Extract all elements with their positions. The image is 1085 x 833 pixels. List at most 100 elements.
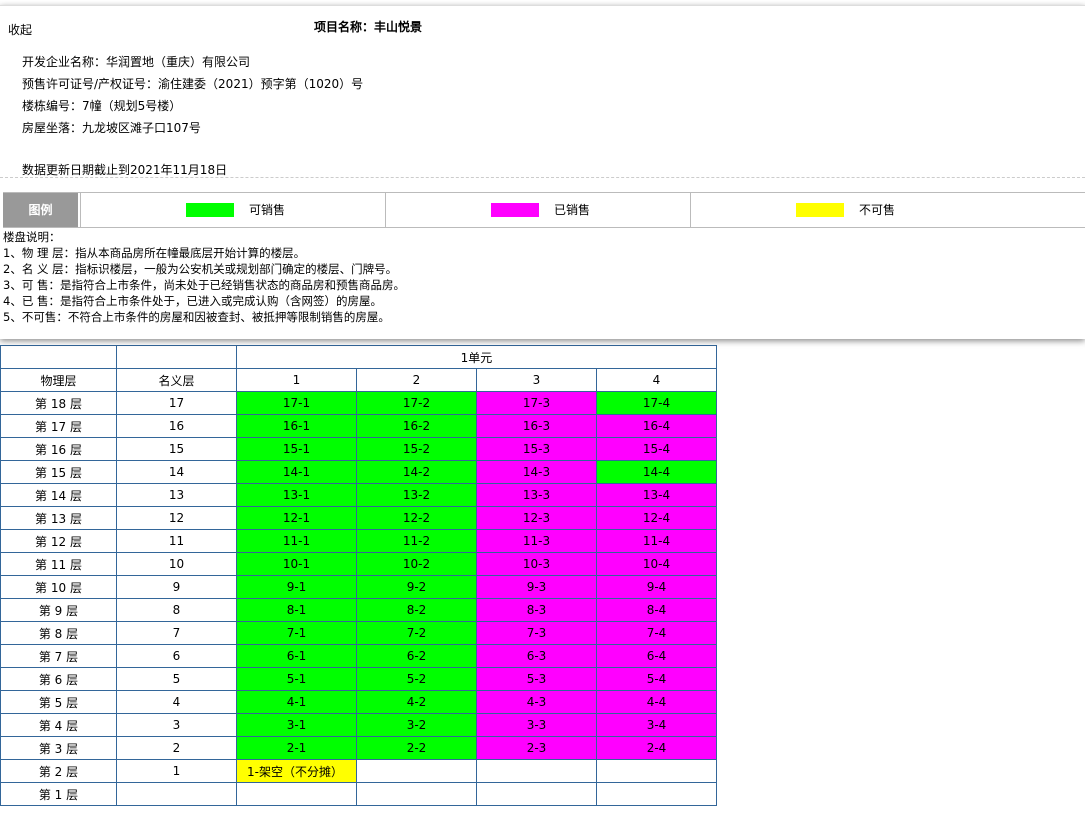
room-cell: 9-4 (596, 575, 717, 599)
nominal-floor (116, 782, 237, 806)
room-cell: 17-3 (476, 391, 597, 415)
room-cell: 12-3 (476, 506, 597, 530)
header-cell (0, 345, 117, 369)
room-cell: 3-4 (596, 713, 717, 737)
nominal-floor: 10 (116, 552, 237, 576)
column-header: 名义层 (116, 368, 237, 392)
physical-floor: 第 6 层 (0, 667, 117, 691)
floor-row: 第 14 层 13 13-1 13-2 13-3 13-4 (0, 483, 717, 507)
room-cell: 2-1 (236, 736, 357, 760)
floor-row: 第 10 层 9 9-1 9-2 9-3 9-4 (0, 575, 717, 599)
room-cell: 2-3 (476, 736, 597, 760)
physical-floor: 第 4 层 (0, 713, 117, 737)
floor-row: 第 8 层 7 7-1 7-2 7-3 7-4 (0, 621, 717, 645)
floor-row: 第 16 层 15 15-1 15-2 15-3 15-4 (0, 437, 717, 461)
room-cell (356, 782, 477, 806)
physical-floor: 第 16 层 (0, 437, 117, 461)
room-label: 4-4 (646, 695, 667, 709)
room-cell (356, 759, 477, 783)
room-label: 9-4 (646, 580, 667, 594)
header-row: 1单元 (0, 345, 717, 369)
room-cell: 11-4 (596, 529, 717, 553)
room-label: 1-架空（不分摊） (247, 764, 343, 779)
note-line: 4、已 售：是指符合上市条件处于，已进入或完成认购（含网签）的房屋。 (3, 294, 382, 308)
nominal-floor: 17 (116, 391, 237, 415)
column-header: 1 (236, 368, 357, 392)
room-label: 17-2 (402, 396, 431, 410)
floor-row: 第 13 层 12 12-1 12-2 12-3 12-4 (0, 506, 717, 530)
room-label: 16-1 (282, 419, 311, 433)
column-header: 2 (356, 368, 477, 392)
room-label: 16-2 (402, 419, 431, 433)
physical-floor: 第 12 层 (0, 529, 117, 553)
room-cell: 11-2 (356, 529, 477, 553)
nominal-floor: 8 (116, 598, 237, 622)
floor-row: 第 1 层 (0, 782, 717, 806)
room-label: 6-4 (646, 649, 667, 663)
room-cell: 12-1 (236, 506, 357, 530)
room-cell: 14-3 (476, 460, 597, 484)
nominal-floor: 4 (116, 690, 237, 714)
room-cell (476, 759, 597, 783)
room-cell: 13-1 (236, 483, 357, 507)
header-cell (116, 345, 237, 369)
room-cell: 11-3 (476, 529, 597, 553)
legend-label: 已销售 (554, 203, 591, 217)
nominal-floor: 13 (116, 483, 237, 507)
room-cell: 10-2 (356, 552, 477, 576)
floor-row: 第 7 层 6 6-1 6-2 6-3 6-4 (0, 644, 717, 668)
room-cell: 17-2 (356, 391, 477, 415)
room-cell: 17-4 (596, 391, 717, 415)
physical-floor: 第 11 层 (0, 552, 117, 576)
floor-row: 第 18 层 17 17-1 17-2 17-3 17-4 (0, 391, 717, 415)
physical-floor: 第 5 层 (0, 690, 117, 714)
room-label: 3-4 (646, 718, 667, 732)
room-cell: 5-3 (476, 667, 597, 691)
room-cell: 13-2 (356, 483, 477, 507)
legend-item: 已销售 (385, 193, 690, 227)
room-cell: 8-1 (236, 598, 357, 622)
nominal-floor: 2 (116, 736, 237, 760)
physical-floor: 第 10 层 (0, 575, 117, 599)
room-label: 2-2 (406, 741, 427, 755)
room-label: 4-1 (286, 695, 307, 709)
room-label: 14-3 (522, 465, 551, 479)
room-label: 15-4 (642, 442, 671, 456)
room-cell: 5-2 (356, 667, 477, 691)
room-cell: 14-4 (596, 460, 717, 484)
room-cell: 9-1 (236, 575, 357, 599)
room-cell (596, 759, 717, 783)
room-label: 11-1 (282, 534, 311, 548)
room-cell: 10-4 (596, 552, 717, 576)
info-line: 楼栋编号：7幢（规划5号楼） (22, 99, 182, 113)
room-label: 15-3 (522, 442, 551, 456)
room-cell: 15-1 (236, 437, 357, 461)
legend-label: 不可售 (859, 203, 896, 217)
room-label: 2-1 (286, 741, 307, 755)
header-row: 物理层 名义层 1 2 3 4 (0, 368, 717, 392)
room-cell: 11-1 (236, 529, 357, 553)
room-cell: 12-2 (356, 506, 477, 530)
room-cell: 15-4 (596, 437, 717, 461)
notes: 楼盘说明： 1、物 理 层：指从本商品房所在幢最底层开始计算的楼层。 2、名 义 … (3, 229, 405, 325)
physical-floor: 第 3 层 (0, 736, 117, 760)
room-cell: 10-3 (476, 552, 597, 576)
legend-swatch (796, 203, 844, 217)
divider (0, 177, 1085, 178)
physical-floor: 第 18 层 (0, 391, 117, 415)
room-label: 15-2 (402, 442, 431, 456)
column-header: 3 (476, 368, 597, 392)
room-cell: 1-架空（不分摊） (236, 759, 357, 783)
room-label: 3-3 (526, 718, 547, 732)
legend-swatch (491, 203, 539, 217)
info-line: 预售许可证号/产权证号：渝住建委（2021）预字第（1020）号 (22, 77, 364, 91)
floor-row: 第 6 层 5 5-1 5-2 5-3 5-4 (0, 667, 717, 691)
room-label: 17-4 (642, 396, 671, 410)
room-cell: 8-3 (476, 598, 597, 622)
room-cell: 7-2 (356, 621, 477, 645)
room-label: 8-4 (646, 603, 667, 617)
note-line: 2、名 义 层：指标识楼层，一般为公安机关或规划部门确定的楼层、门牌号。 (3, 262, 398, 276)
physical-floor: 第 8 层 (0, 621, 117, 645)
physical-floor: 第 15 层 (0, 460, 117, 484)
collapse-button[interactable]: 收起 (8, 23, 33, 37)
